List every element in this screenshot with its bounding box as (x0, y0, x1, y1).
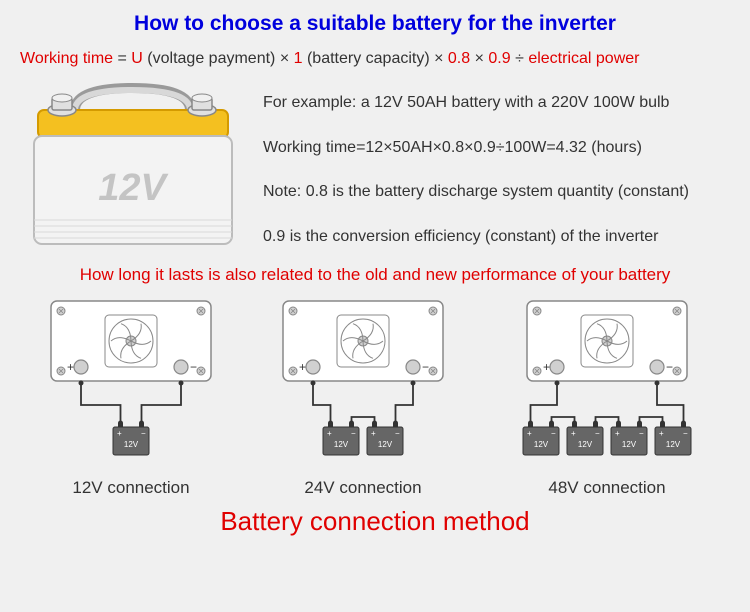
svg-text:12V: 12V (666, 440, 681, 449)
svg-text:−: − (395, 429, 400, 438)
connection-diagrams: +−+−12V12V connection+−+−12V+−12V24V con… (20, 297, 730, 498)
formula-one: 1 (294, 50, 303, 67)
svg-text:−: − (351, 429, 356, 438)
svg-text:+: + (571, 429, 576, 438)
svg-text:+: + (543, 360, 550, 374)
svg-text:12V: 12V (124, 440, 139, 449)
connection-label: 24V connection (273, 478, 453, 498)
formula-u: U (131, 50, 143, 67)
formula-u-note: (voltage payment) (143, 50, 276, 67)
svg-text:12V: 12V (578, 440, 593, 449)
example-row: 12V For example: a 12V 50AH battery with… (20, 80, 730, 255)
svg-text:+: + (527, 429, 532, 438)
connection-48V: +−+−12V+−12V+−12V+−12V48V connection (505, 297, 709, 498)
formula-c1: 0.8 (448, 50, 470, 67)
svg-text:12V: 12V (378, 440, 393, 449)
svg-text:−: − (666, 360, 673, 374)
connection-12V: +−+−12V12V connection (41, 297, 221, 498)
svg-text:12V: 12V (622, 440, 637, 449)
svg-text:12V: 12V (98, 167, 168, 209)
svg-text:+: + (117, 429, 122, 438)
formula-lhs: Working time (20, 50, 113, 67)
formula-eq: = (113, 50, 131, 67)
svg-text:+: + (659, 429, 664, 438)
svg-text:+: + (327, 429, 332, 438)
svg-text:12V: 12V (334, 440, 349, 449)
formula-line: Working time = U (voltage payment) × 1 (… (20, 50, 730, 68)
svg-text:−: − (190, 360, 197, 374)
formula-mul3: × (470, 50, 488, 67)
svg-text:+: + (371, 429, 376, 438)
svg-text:+: + (299, 360, 306, 374)
formula-c2: 0.9 (488, 50, 510, 67)
svg-text:−: − (595, 429, 600, 438)
svg-text:12V: 12V (534, 440, 549, 449)
battery-illustration: 12V (20, 80, 245, 255)
example-line-3: Note: 0.8 is the battery discharge syste… (263, 182, 730, 203)
connection-24V: +−+−12V+−12V24V connection (273, 297, 453, 498)
example-text: For example: a 12V 50AH battery with a 2… (263, 80, 730, 255)
connection-label: 12V connection (41, 478, 221, 498)
svg-text:−: − (551, 429, 556, 438)
connection-diagram-svg: +−+−12V+−12V (273, 297, 453, 467)
connection-diagram-svg: +−+−12V+−12V+−12V+−12V (505, 297, 709, 467)
connection-diagram-svg: +−+−12V (41, 297, 221, 467)
formula-one-note: (battery capacity) (303, 50, 430, 67)
connection-method-title: Battery connection method (20, 506, 730, 537)
formula-mul1: × (275, 50, 293, 67)
svg-text:−: − (639, 429, 644, 438)
svg-text:−: − (683, 429, 688, 438)
connection-label: 48V connection (505, 478, 709, 498)
svg-text:+: + (615, 429, 620, 438)
svg-text:+: + (67, 360, 74, 374)
example-line-4: 0.9 is the conversion efficiency (consta… (263, 227, 730, 248)
formula-mul2: × (430, 50, 448, 67)
battery-age-note: How long it lasts is also related to the… (20, 265, 730, 285)
example-line-1: For example: a 12V 50AH battery with a 2… (263, 93, 730, 114)
page-title: How to choose a suitable battery for the… (20, 12, 730, 36)
svg-text:−: − (141, 429, 146, 438)
formula-div: ÷ (511, 50, 529, 67)
formula-ep: electrical power (528, 50, 639, 67)
svg-text:−: − (422, 360, 429, 374)
example-line-2: Working time=12×50AH×0.8×0.9÷100W=4.32 (… (263, 138, 730, 159)
